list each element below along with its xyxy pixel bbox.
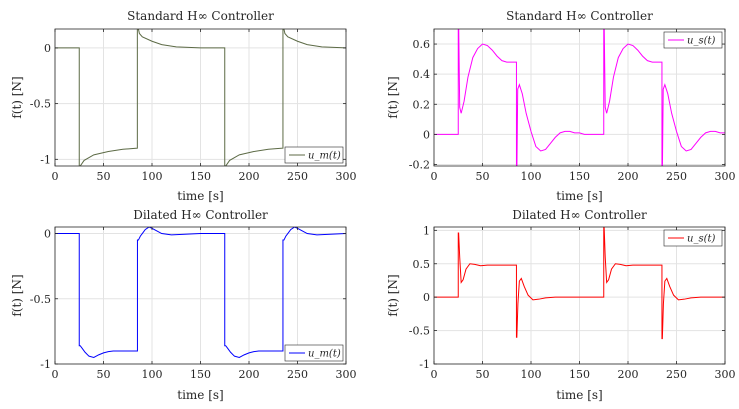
chart-title: Standard H∞ Controller (506, 9, 653, 23)
ticks: 0 50 100 150 200 250 300-0.200.20.40.6 (409, 29, 736, 183)
plot-area (55, 227, 346, 359)
panel-dilated-us: 0 50 100 150 200 250 300 -1 -0.5 0 0.5 1 Dilated H∞… (386, 208, 736, 402)
y-tick-label: 0 (423, 291, 430, 304)
plot-area (434, 29, 725, 166)
x-tick-label: 50 (476, 368, 490, 381)
legend-box (663, 229, 723, 247)
x-tick-label: 150 (569, 170, 590, 183)
y-tick-label: -1 (419, 358, 430, 371)
x-tick-label: 150 (569, 368, 590, 381)
legend: u_m(t) (284, 344, 344, 362)
ticks: 0 50 100 150 200 250 300 -1 -0.5 0 (30, 29, 357, 183)
x-tick-label: 300 (715, 368, 736, 381)
plot-area (55, 29, 346, 166)
y-tick-label: 0 (423, 128, 430, 141)
y-axis-label: f(t) [N] (386, 274, 400, 316)
y-tick-label: -1 (40, 153, 51, 166)
x-tick-label: 200 (618, 170, 639, 183)
y-tick-label: 0 (44, 228, 51, 241)
x-tick-label: 250 (666, 368, 687, 381)
y-axis-label: f(t) [N] (386, 76, 400, 118)
legend: u_s(t) (663, 229, 723, 247)
legend-label: u_s(t) (687, 36, 715, 47)
legend-label: u_m(t) (308, 349, 341, 360)
y-axis-label: f(t) [N] (10, 76, 24, 118)
x-tick-label: 100 (142, 368, 163, 381)
x-axis-label: time [s] (556, 189, 602, 203)
ticks: 0 50 100 150 200 250 300 -1 -0.5 0 0.5 1 (409, 224, 736, 381)
y-tick-label: 0.4 (413, 68, 431, 81)
plot-area (434, 227, 725, 340)
series-line (434, 227, 725, 340)
x-tick-label: 100 (142, 170, 163, 183)
x-tick-label: 0 (52, 170, 59, 183)
legend-box (284, 146, 344, 164)
x-tick-label: 150 (190, 170, 211, 183)
x-axis-label: time [s] (177, 189, 223, 203)
chart-title: Dilated H∞ Controller (512, 208, 647, 222)
legend-box (284, 344, 344, 362)
x-tick-label: 300 (336, 170, 357, 183)
x-tick-label: 0 (431, 170, 438, 183)
x-tick-label: 250 (287, 170, 308, 183)
legend-box (663, 31, 723, 49)
y-tick-label: -1 (40, 358, 51, 371)
x-tick-label: 100 (521, 170, 542, 183)
x-tick-label: 50 (97, 368, 111, 381)
y-tick-label: -0.5 (30, 98, 51, 111)
x-tick-label: 150 (190, 368, 211, 381)
legend: u_s(t) (663, 31, 723, 49)
y-tick-label: 1 (423, 224, 430, 237)
x-tick-label: 250 (287, 368, 308, 381)
y-axis-label: f(t) [N] (10, 274, 24, 316)
x-axis-label: time [s] (177, 388, 223, 402)
chart-title: Standard H∞ Controller (127, 9, 274, 23)
x-tick-label: 50 (97, 170, 111, 183)
y-tick-label: 0.6 (413, 38, 431, 51)
series-line (55, 227, 346, 359)
y-tick-label: -0.5 (409, 325, 430, 338)
series-line (434, 29, 725, 166)
ticks: 0 50 100 150 200 250 300 -1 -0.5 0 (30, 227, 357, 381)
x-tick-label: 0 (52, 368, 59, 381)
x-tick-label: 0 (431, 368, 438, 381)
panel-standard-um: 0 50 100 150 200 250 300 -1 -0.5 0 Standard H∞ Co… (10, 9, 357, 203)
y-tick-label: 0.5 (413, 258, 431, 271)
panel-standard-us: 0 50 100 150 200 250 300-0.200.20.40.6 Standar… (386, 9, 736, 203)
y-tick-label: 0 (44, 42, 51, 55)
y-tick-label: -0.5 (30, 293, 51, 306)
legend: u_m(t) (284, 146, 344, 164)
series-line (55, 29, 346, 166)
x-tick-label: 50 (476, 170, 490, 183)
y-tick-label: -0.2 (409, 158, 430, 171)
x-tick-label: 200 (239, 170, 260, 183)
chart-title: Dilated H∞ Controller (133, 208, 268, 222)
x-tick-label: 300 (715, 170, 736, 183)
x-tick-label: 100 (521, 368, 542, 381)
x-tick-label: 200 (239, 368, 260, 381)
x-tick-label: 300 (336, 368, 357, 381)
x-tick-label: 250 (666, 170, 687, 183)
panel-dilated-um: 0 50 100 150 200 250 300 -1 -0.5 0 Dilated H∞ Con… (10, 208, 357, 402)
x-tick-label: 200 (618, 368, 639, 381)
y-tick-label: 0.2 (413, 98, 431, 111)
legend-label: u_s(t) (687, 234, 715, 245)
legend-label: u_m(t) (308, 151, 341, 162)
x-axis-label: time [s] (556, 388, 602, 402)
